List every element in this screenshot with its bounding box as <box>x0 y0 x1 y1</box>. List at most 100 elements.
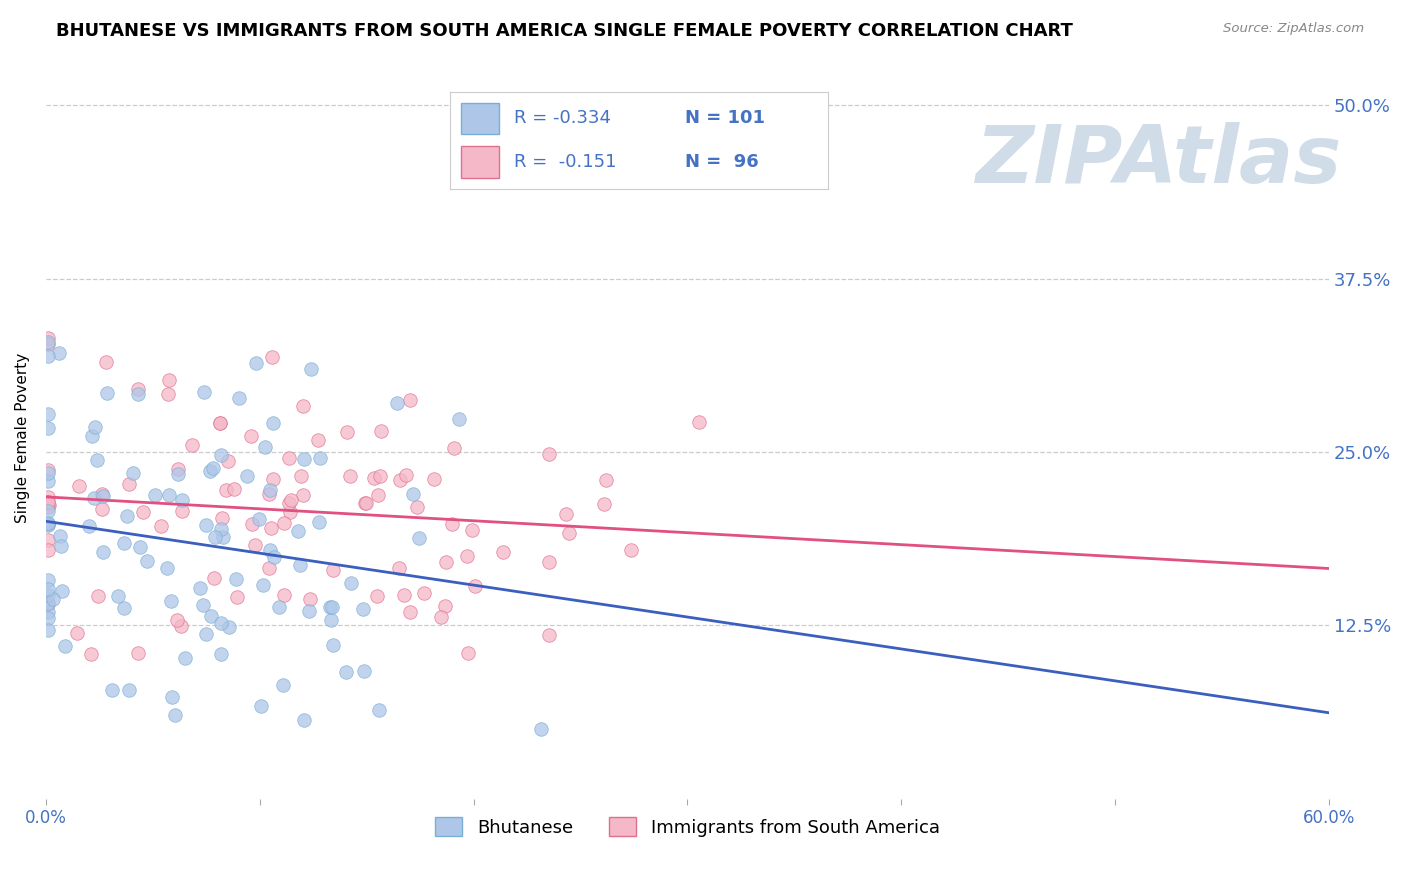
Point <box>48 529 70 543</box>
Point <box>267 600 290 615</box>
Point <box>593 497 616 511</box>
Point <box>80 428 103 442</box>
Point <box>77 519 100 533</box>
Point <box>37 474 59 488</box>
Point <box>51 584 73 599</box>
Point <box>299 362 322 376</box>
Point <box>236 469 259 483</box>
Point <box>254 440 277 454</box>
Point <box>387 395 409 409</box>
Point <box>83 420 105 434</box>
Point <box>122 466 145 480</box>
Point <box>37 588 59 602</box>
Point <box>37 605 59 619</box>
Point <box>278 505 301 519</box>
Point <box>322 563 344 577</box>
Point <box>195 627 218 641</box>
Point <box>166 613 188 627</box>
Point <box>160 690 183 704</box>
Point <box>537 628 560 642</box>
Point <box>118 476 141 491</box>
Point <box>340 575 363 590</box>
Point <box>217 454 239 468</box>
Point <box>228 391 250 405</box>
Point <box>558 526 581 541</box>
Point <box>262 416 284 430</box>
Point <box>464 580 486 594</box>
Point <box>180 438 202 452</box>
Point <box>117 683 139 698</box>
Point <box>136 554 159 568</box>
Point <box>262 472 284 486</box>
Point <box>538 555 561 569</box>
Point <box>115 508 138 523</box>
Point <box>366 590 388 604</box>
Point <box>37 516 59 530</box>
Point <box>298 603 321 617</box>
Point <box>37 463 59 477</box>
Point <box>37 490 59 504</box>
Point <box>399 605 422 619</box>
Point <box>271 678 294 692</box>
Point <box>492 544 515 558</box>
Point <box>201 460 224 475</box>
Point <box>595 473 617 487</box>
Point <box>433 599 456 613</box>
Point <box>354 496 377 510</box>
Point <box>91 489 114 503</box>
Point <box>363 471 385 485</box>
Point <box>37 504 59 518</box>
Point <box>554 508 576 522</box>
Point <box>37 495 59 509</box>
Point <box>252 577 274 591</box>
Point <box>37 335 59 350</box>
Point <box>259 487 281 501</box>
Point <box>352 602 374 616</box>
Point <box>245 356 267 370</box>
Point <box>245 538 267 552</box>
Point <box>37 518 59 533</box>
Point <box>159 594 181 608</box>
Point <box>259 542 281 557</box>
Point <box>225 572 247 586</box>
Point <box>209 615 232 630</box>
Point <box>456 549 478 563</box>
Point <box>247 511 270 525</box>
Point <box>209 448 232 462</box>
Point <box>222 483 245 497</box>
Point <box>37 516 59 531</box>
Point <box>48 346 70 360</box>
Point <box>335 425 357 439</box>
Point <box>37 349 59 363</box>
Point <box>307 433 329 447</box>
Point <box>257 561 280 575</box>
Point <box>157 387 180 401</box>
Point <box>157 373 180 387</box>
Point <box>194 517 217 532</box>
Point <box>278 496 301 510</box>
Point <box>37 421 59 435</box>
Point <box>200 464 222 478</box>
Point <box>392 588 415 602</box>
Point <box>335 665 357 679</box>
Point <box>429 610 451 624</box>
Text: BHUTANESE VS IMMIGRANTS FROM SOUTH AMERICA SINGLE FEMALE POVERTY CORRELATION CHA: BHUTANESE VS IMMIGRANTS FROM SOUTH AMERI… <box>56 22 1073 40</box>
Point <box>37 596 59 610</box>
Point <box>319 613 342 627</box>
Point <box>209 416 232 430</box>
Point <box>259 483 281 497</box>
Point <box>200 608 222 623</box>
Point <box>408 531 430 545</box>
Point <box>215 483 238 498</box>
Point <box>37 542 59 557</box>
Point <box>620 543 643 558</box>
Point <box>226 590 249 604</box>
Point <box>96 386 118 401</box>
Point <box>42 591 65 606</box>
Point <box>273 516 295 530</box>
Point <box>262 350 284 364</box>
Point <box>457 646 479 660</box>
Point <box>208 416 231 430</box>
Point <box>114 536 136 550</box>
Point <box>292 452 315 467</box>
